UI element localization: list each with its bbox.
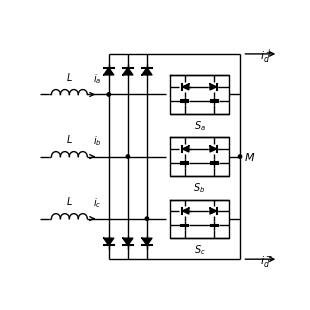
Circle shape bbox=[107, 93, 110, 96]
Circle shape bbox=[145, 217, 148, 220]
Text: $L$: $L$ bbox=[66, 195, 73, 207]
Text: $S_{a}$: $S_{a}$ bbox=[193, 120, 206, 133]
Polygon shape bbox=[182, 146, 189, 152]
Text: $L$: $L$ bbox=[66, 71, 73, 82]
Polygon shape bbox=[142, 68, 152, 75]
Text: $i_d^-$: $i_d^-$ bbox=[260, 255, 273, 269]
Polygon shape bbox=[182, 84, 189, 90]
Circle shape bbox=[126, 155, 130, 158]
Text: $i_{a}$: $i_{a}$ bbox=[93, 72, 102, 86]
Polygon shape bbox=[210, 146, 216, 152]
Text: $i_d^+$: $i_d^+$ bbox=[260, 47, 273, 66]
Circle shape bbox=[238, 155, 242, 158]
Polygon shape bbox=[142, 238, 152, 245]
Polygon shape bbox=[104, 68, 114, 75]
Text: $i_{c}$: $i_{c}$ bbox=[93, 197, 102, 210]
Text: $S_{c}$: $S_{c}$ bbox=[193, 244, 205, 258]
Text: $L$: $L$ bbox=[66, 133, 73, 144]
Polygon shape bbox=[123, 68, 133, 75]
Polygon shape bbox=[210, 84, 216, 90]
Polygon shape bbox=[210, 208, 216, 214]
Polygon shape bbox=[182, 208, 189, 214]
Text: $M$: $M$ bbox=[244, 151, 255, 162]
Text: $i_{b}$: $i_{b}$ bbox=[93, 135, 102, 148]
Polygon shape bbox=[104, 238, 114, 245]
Polygon shape bbox=[123, 238, 133, 245]
Text: $S_{b}$: $S_{b}$ bbox=[193, 182, 206, 195]
